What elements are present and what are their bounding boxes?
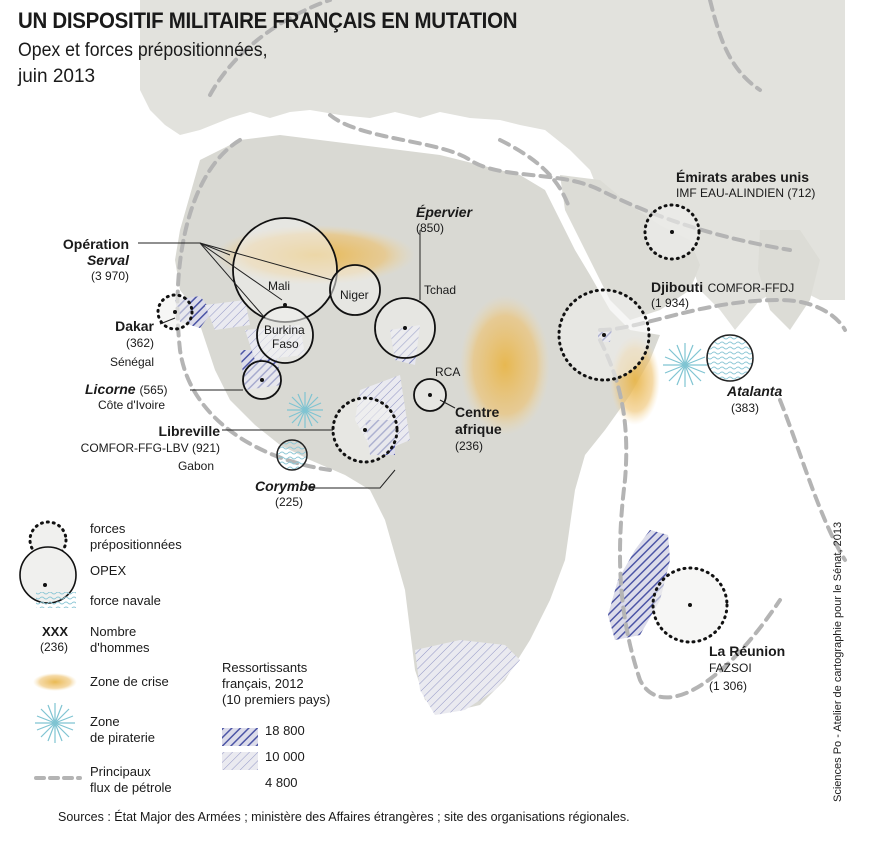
legend-petrole-2: flux de pétrole: [90, 780, 172, 795]
eurasia-land: [140, 0, 845, 330]
opex-niger: [329, 264, 381, 316]
naval-forces: [276, 334, 754, 471]
label-tchad: Tchad: [424, 283, 457, 297]
label-reunion: La Réunion: [709, 643, 786, 659]
label-libreville-detail: COMFOR-FFG-LBV (921): [80, 441, 220, 455]
legend-r2: 10 000: [265, 749, 305, 764]
label-serval-count: (3 970): [90, 269, 129, 283]
label-dakar-country: Sénégal: [109, 355, 154, 369]
base-dots: [173, 230, 692, 607]
label-epervier: Épervier: [416, 204, 473, 220]
crisis-sudan: [460, 295, 550, 435]
label-djibouti: Djibouti COMFOR-FFDJ: [651, 279, 794, 297]
legend-piraterie-symbol: [35, 703, 75, 743]
leader-lines: [138, 230, 456, 489]
page-date: juin 2013: [18, 66, 96, 87]
label-licorne-country: Côte d'Ivoire: [98, 398, 165, 412]
label-licorne-count: (565): [139, 383, 168, 397]
legend-xxx: XXX: [42, 624, 69, 639]
label-serval-line1: Opération: [62, 236, 129, 252]
hatch-southafrica: [415, 640, 520, 715]
label-reunion-detail: FAZSOI: [709, 661, 752, 675]
label-licorne: Licorne (565): [85, 381, 167, 398]
page-title: UN DISPOSITIF MILITAIRE FRANÇAIS EN MUTA…: [18, 8, 518, 33]
naval-corymbe: [276, 439, 308, 471]
piracy-somalia: [663, 343, 707, 387]
label-corymbe: Corymbe: [255, 478, 316, 494]
legend-r1-symbol: [222, 728, 258, 746]
page-subtitle: Opex et forces prépositionnées,: [18, 40, 268, 61]
label-emirats: Émirats arabes unis: [676, 169, 810, 185]
arabia-land: [560, 175, 700, 320]
label-libreville: Libreville: [158, 423, 220, 439]
legend-nombre-1: Nombre: [90, 624, 137, 639]
legend-symbols: [19, 520, 258, 780]
label-serval-line2: Serval: [86, 252, 129, 268]
legend-forces-2: prépositionnées: [90, 537, 182, 552]
legend-r1: 18 800: [265, 723, 305, 738]
legend-nombre-2: d'hommes: [90, 640, 150, 655]
label-dakar: Dakar: [115, 318, 154, 334]
label-reunion-count: (1 306): [709, 679, 748, 693]
label-dakar-count: (362): [125, 336, 154, 350]
label-burkina-1: Burkina: [264, 323, 305, 337]
label-atalanta: Atalanta: [727, 383, 783, 399]
hatch-mali-west: [205, 300, 250, 330]
label-atalanta-count: (383): [731, 401, 760, 415]
label-libreville-country: Gabon: [177, 459, 214, 473]
piracy-gulf-guinea: [287, 392, 323, 428]
label-djibouti-name: Djibouti: [651, 279, 704, 295]
legend-crise-symbol: [33, 673, 77, 691]
legend-piraterie-2: de piraterie: [90, 730, 156, 745]
legend-ressortissants-3: (10 premiers pays): [222, 692, 331, 707]
legend-ressortissants-2: français, 2012: [222, 676, 304, 691]
legend-navale: force navale: [90, 593, 161, 608]
sources: Sources : État Major des Armées ; minist…: [58, 810, 630, 824]
label-licorne-name: Licorne: [85, 381, 136, 397]
label-emirats-detail: IMF EAU-ALINDIEN (712): [676, 186, 816, 200]
legend-petrole-1: Principaux: [90, 764, 151, 779]
legend-piraterie-1: Zone: [90, 714, 120, 729]
naval-atalanta: [706, 334, 754, 382]
legend-forces-1: forces: [90, 521, 126, 536]
label-centrafrique-2: afrique: [455, 421, 502, 437]
label-epervier-count: (850): [416, 221, 445, 235]
label-djibouti-suffix: COMFOR-FFDJ: [707, 281, 795, 295]
legend-ressortissants-1: Ressortissants: [222, 660, 308, 675]
legend-crise: Zone de crise: [90, 674, 169, 689]
label-corymbe-count: (225): [275, 495, 304, 509]
label-rca: RCA: [435, 365, 461, 379]
legend-xxx-count: (236): [40, 640, 69, 654]
label-centrafrique-1: Centre: [455, 404, 500, 420]
legend-r2-symbol: [222, 752, 258, 770]
piracy-zones: [287, 343, 707, 428]
label-niger: Niger: [340, 288, 369, 302]
legend-navale-symbol: [36, 592, 76, 608]
label-djibouti-count: (1 934): [651, 296, 690, 310]
legend-r3: 4 800: [265, 775, 298, 790]
legend-opex: OPEX: [90, 563, 127, 578]
label-mali: Mali: [268, 279, 291, 293]
label-centrafrique-count: (236): [455, 439, 484, 453]
label-burkina-2: Faso: [272, 337, 299, 351]
credit: Sciences Po - Atelier de cartographie po…: [832, 521, 844, 802]
india-land: [758, 230, 820, 330]
